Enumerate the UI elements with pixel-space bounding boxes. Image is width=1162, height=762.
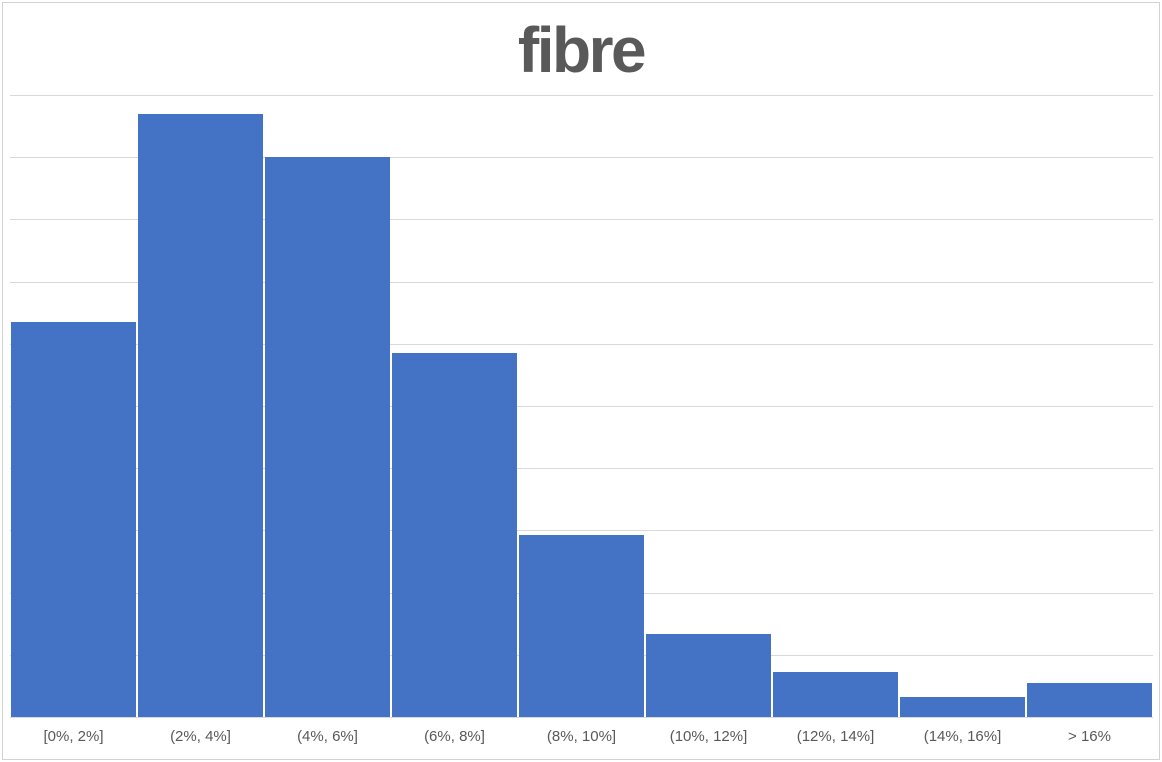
gridline bbox=[10, 343, 1153, 345]
histogram-bar-6 bbox=[773, 672, 898, 717]
x-axis-label: (8%, 10%] bbox=[546, 728, 617, 745]
histogram-bar-2 bbox=[265, 157, 390, 717]
bars-layer bbox=[10, 95, 1153, 717]
plot-area bbox=[10, 95, 1153, 717]
bar-slot bbox=[391, 95, 518, 717]
x-axis-line bbox=[10, 717, 1153, 718]
histogram-bar-8 bbox=[1027, 682, 1152, 717]
histogram-bar-1 bbox=[138, 114, 263, 717]
histogram-bar-7 bbox=[900, 697, 1025, 717]
bar-slot bbox=[264, 95, 391, 717]
chart-title: fibre bbox=[517, 14, 647, 86]
bar-slot bbox=[645, 95, 772, 717]
gridline bbox=[10, 281, 1153, 283]
gridline bbox=[10, 219, 1153, 221]
x-axis-label: (2%, 4%] bbox=[170, 728, 231, 745]
gridline bbox=[10, 95, 1153, 96]
x-axis-label: (10%, 12%] bbox=[669, 728, 748, 745]
gridline bbox=[10, 157, 1153, 159]
gridline bbox=[10, 468, 1153, 470]
histogram-bar-0 bbox=[11, 322, 136, 717]
x-axis-label: (12%, 14%] bbox=[796, 728, 875, 745]
x-axis-label: (14%, 16%] bbox=[923, 728, 1002, 745]
x-axis-label: > 16% bbox=[1068, 728, 1111, 745]
bar-slot bbox=[10, 95, 137, 717]
bar-slot bbox=[1026, 95, 1153, 717]
bar-slot bbox=[137, 95, 264, 717]
x-axis-label: (6%, 8%] bbox=[424, 728, 485, 745]
histogram-bar-3 bbox=[392, 353, 517, 717]
x-axis-label: [0%, 2%] bbox=[43, 728, 104, 745]
histogram-bar-5 bbox=[646, 634, 771, 717]
bar-slot bbox=[518, 95, 645, 717]
x-axis-label: (4%, 6%] bbox=[297, 728, 358, 745]
bar-slot bbox=[772, 95, 899, 717]
histogram-bar-4 bbox=[519, 534, 644, 717]
gridline bbox=[10, 406, 1153, 407]
gridline bbox=[10, 530, 1153, 532]
x-axis-labels: [0%, 2%] (2%, 4%] (4%, 6%] (6%, 8%] (8%,… bbox=[10, 726, 1153, 748]
bar-slot bbox=[899, 95, 1026, 717]
